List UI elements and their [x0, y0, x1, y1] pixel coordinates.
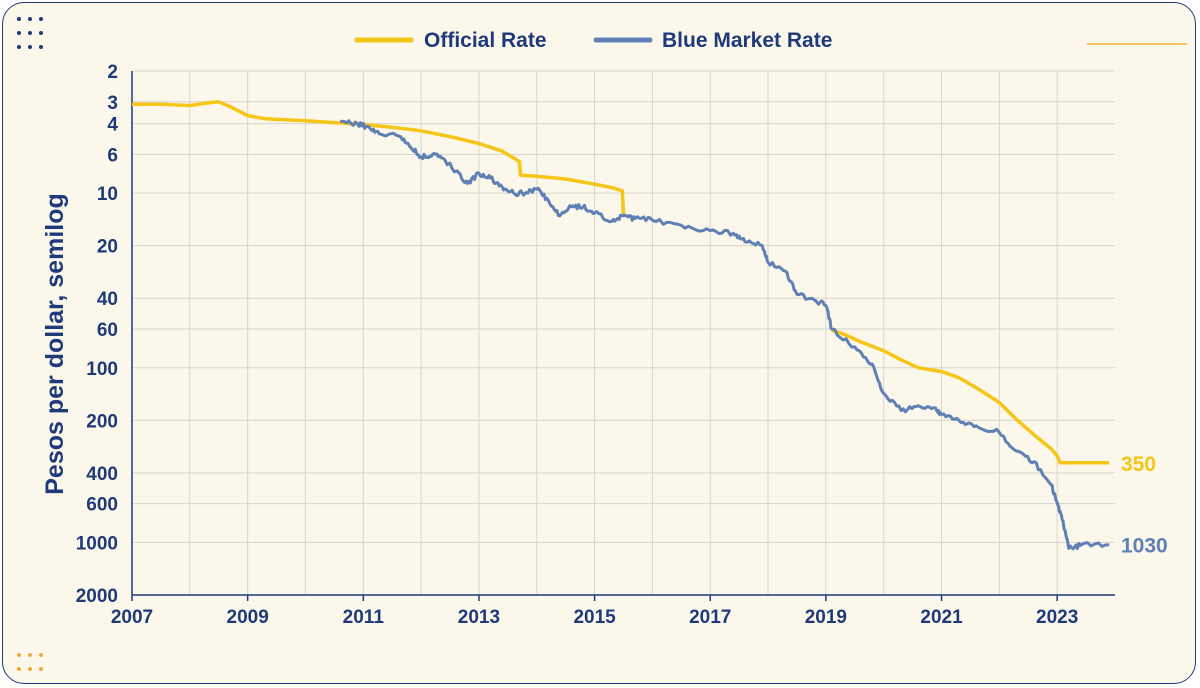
x-tick-label: 2013	[458, 607, 500, 628]
x-tick-label: 2023	[1036, 607, 1078, 628]
end-label-official: 350	[1121, 453, 1156, 476]
end-label-blue: 1030	[1121, 535, 1168, 558]
decoration-dots-bottom	[17, 653, 43, 671]
y-tick-label: 60	[97, 320, 118, 341]
y-tick-label: 100	[86, 359, 118, 380]
x-tick-label: 2007	[111, 607, 153, 628]
x-tick-label: 2015	[573, 607, 616, 628]
y-tick-label: 6	[107, 145, 118, 166]
series-line-official-rate-2019	[831, 328, 1110, 465]
decoration-dots-top	[17, 17, 43, 49]
x-tick-label: 2011	[343, 607, 385, 628]
y-tick-label: 3	[107, 93, 118, 114]
y-tick-label: 200	[86, 411, 118, 432]
y-tick-label: 2000	[76, 586, 118, 607]
y-tick-label: 600	[86, 495, 118, 516]
x-tick-label: 2009	[227, 607, 269, 628]
y-tick-label: 40	[97, 289, 118, 310]
y-tick-label: 2	[107, 62, 118, 83]
legend-label-official: Official Rate	[424, 29, 547, 52]
y-tick-labels: 2 34 6 10 20 40 60 100 200 400 600 1000 2000	[76, 62, 119, 607]
legend: Official Rate Blue Market Rate	[354, 29, 832, 52]
grid	[132, 70, 1115, 596]
y-tick-label: 1000	[76, 533, 118, 554]
y-tick-label: 20	[97, 237, 118, 258]
series-line-blue-market-rate	[339, 119, 1110, 551]
x-tick-label: 2019	[805, 607, 847, 628]
axes	[131, 71, 1115, 601]
x-tick-labels: 2007 2009 2011 2013 2015 2017 2019 2021 2023	[111, 607, 1078, 628]
y-tick-label: 10	[97, 184, 118, 205]
series-lines	[132, 100, 1110, 551]
legend-label-blue: Blue Market Rate	[662, 29, 832, 52]
x-tick-label: 2021	[920, 607, 963, 628]
y-axis-label: Pesos per dollar, semilog	[41, 193, 69, 495]
y-tick-label: 400	[86, 464, 118, 485]
x-tick-label: 2017	[689, 607, 731, 628]
y-tick-label: 4	[107, 115, 118, 136]
series-line-official-rate	[132, 100, 626, 215]
